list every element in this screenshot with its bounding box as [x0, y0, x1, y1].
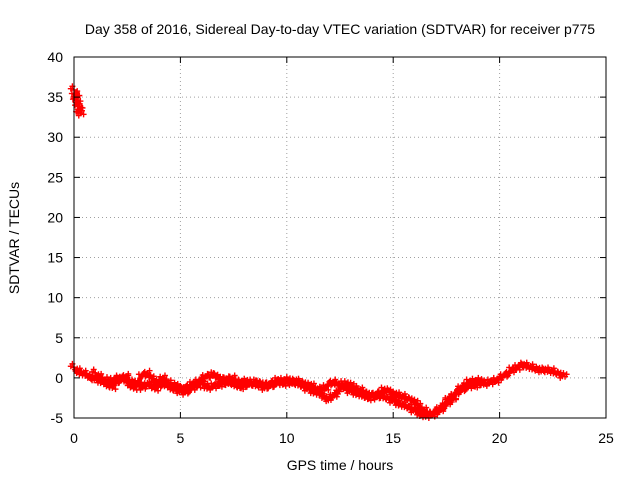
- plot-frame: [73, 56, 607, 419]
- data-series: [67, 83, 570, 421]
- x-tick-label: 0: [70, 430, 78, 446]
- x-axis-label: GPS time / hours: [287, 457, 394, 473]
- y-tick-label: -5: [51, 410, 64, 426]
- x-tick-label: 10: [279, 430, 295, 446]
- series-band: [72, 91, 83, 114]
- y-axis-label: SDTVAR / TECUs: [6, 182, 22, 294]
- x-tick-label: 15: [385, 430, 401, 446]
- x-tick-label: 25: [598, 430, 614, 446]
- chart-title: Day 358 of 2016, Sidereal Day-to-day VTE…: [85, 21, 595, 37]
- y-tick-label: 35: [47, 89, 63, 105]
- y-tick-label: 30: [47, 129, 63, 145]
- x-tick-label: 5: [177, 430, 185, 446]
- y-tick-label: 10: [47, 290, 63, 306]
- y-tick-label: 25: [47, 169, 63, 185]
- axis-ticks: 0 5 10 15 20 25 -5 0 5 10 15 20 25 30 35 40: [47, 49, 614, 446]
- series-band: [94, 371, 479, 418]
- y-tick-label: 5: [55, 330, 63, 346]
- x-tick-label: 20: [492, 430, 508, 446]
- y-tick-label: 20: [47, 209, 63, 225]
- y-tick-label: 15: [47, 250, 63, 266]
- y-tick-label: 0: [55, 370, 63, 386]
- y-tick-label: 40: [47, 49, 63, 65]
